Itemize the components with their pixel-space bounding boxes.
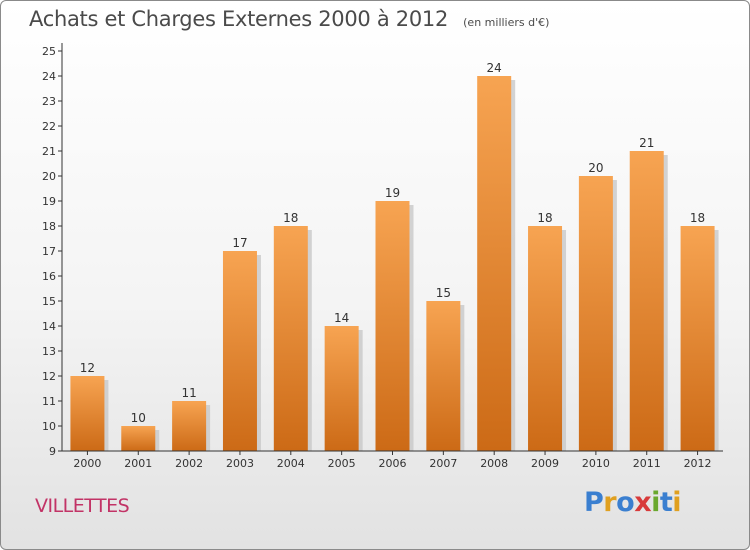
value-labels: 12 10 11 17 18 14 19 15 24 18 20 21 18: [80, 61, 705, 425]
bar: [528, 226, 563, 451]
logo-letter: o: [616, 487, 635, 518]
logo-letter: x: [634, 487, 652, 518]
chart-title: Achats et Charges Externes 2000 à 2012: [29, 7, 449, 31]
bar: [324, 326, 359, 451]
proxiti-logo[interactable]: Proxiti: [584, 487, 682, 518]
x-tick-label: 2003: [226, 457, 254, 470]
x-tick-label: 2006: [379, 457, 407, 470]
y-tick-label: 25: [42, 45, 56, 58]
bar: [680, 226, 715, 451]
x-tick-label: 2005: [328, 457, 356, 470]
bar: [629, 151, 664, 451]
data-label: 12: [80, 361, 95, 375]
data-label: 21: [639, 136, 654, 150]
data-label: 11: [181, 386, 196, 400]
data-label: 18: [690, 211, 705, 225]
x-tick-label: 2009: [531, 457, 559, 470]
x-tick-label: 2012: [684, 457, 712, 470]
bar: [578, 176, 613, 451]
y-tick-label: 9: [49, 445, 56, 458]
chart-subtitle: (en milliers d'€): [463, 16, 550, 29]
place-name: VILLETTES: [35, 495, 130, 517]
y-tick-label: 12: [42, 370, 56, 383]
x-tick-label: 2000: [73, 457, 101, 470]
x-tick-label: 2011: [633, 457, 661, 470]
y-tick-label: 18: [42, 220, 56, 233]
y-tick-label: 15: [42, 295, 56, 308]
data-label: 19: [385, 186, 400, 200]
y-tick-label: 10: [42, 420, 56, 433]
logo-letter: i: [672, 487, 682, 518]
bar: [222, 251, 257, 451]
data-label: 20: [588, 161, 603, 175]
data-label: 15: [436, 286, 451, 300]
x-tick-label: 2007: [429, 457, 457, 470]
title-block: Achats et Charges Externes 2000 à 2012 (…: [29, 7, 549, 31]
y-tick-label: 16: [42, 270, 56, 283]
y-tick-label: 22: [42, 120, 56, 133]
logo-letter: i: [651, 487, 660, 518]
y-tick-label: 19: [42, 195, 56, 208]
bar: [70, 376, 105, 451]
logo-letter: r: [603, 487, 617, 518]
y-tick-label: 14: [42, 320, 56, 333]
data-label: 18: [283, 211, 298, 225]
bar: [426, 301, 461, 451]
y-tick-label: 17: [42, 245, 56, 258]
y-tick-label: 13: [42, 345, 56, 358]
bar: [477, 76, 512, 451]
data-label: 14: [334, 311, 349, 325]
bar: [121, 426, 156, 451]
bar: [273, 226, 308, 451]
bars: [70, 76, 715, 451]
bar: [375, 201, 410, 451]
x-tick-label: 2010: [582, 457, 610, 470]
logo-letter: P: [584, 487, 604, 518]
y-tick-label: 23: [42, 95, 56, 108]
axes: 9 10 11 12 13 14 15 16 17 18 19 20 21 22 23 24 25 2000 200…: [42, 43, 723, 470]
data-label: 17: [232, 236, 247, 250]
logo-letter: t: [659, 487, 673, 518]
data-label: 24: [487, 61, 502, 75]
y-tick-label: 21: [42, 145, 56, 158]
x-tick-label: 2004: [277, 457, 305, 470]
y-tick-label: 11: [42, 395, 56, 408]
x-tick-label: 2002: [175, 457, 203, 470]
y-tick-label: 24: [42, 70, 56, 83]
data-label: 18: [537, 211, 552, 225]
x-tick-label: 2008: [480, 457, 508, 470]
data-label: 10: [131, 411, 146, 425]
bar: [172, 401, 207, 451]
x-tick-label: 2001: [124, 457, 152, 470]
y-tick-label: 20: [42, 170, 56, 183]
